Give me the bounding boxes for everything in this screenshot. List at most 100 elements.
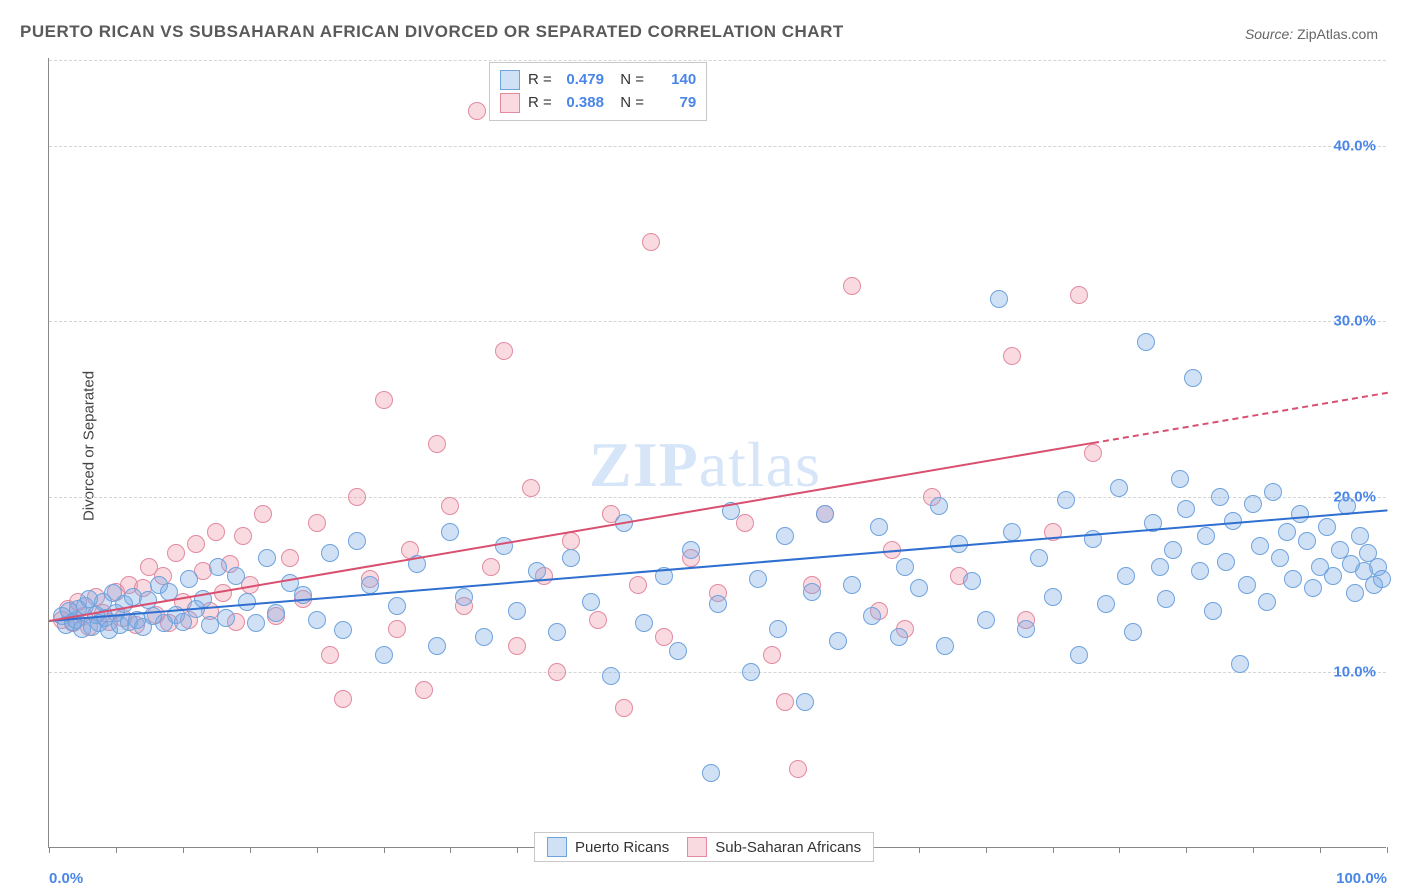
data-point xyxy=(582,593,600,611)
data-point xyxy=(180,570,198,588)
x-tick xyxy=(919,847,920,853)
trend-line xyxy=(49,442,1093,622)
data-point xyxy=(1324,567,1342,585)
data-point xyxy=(1151,558,1169,576)
data-point xyxy=(1017,620,1035,638)
data-point xyxy=(635,614,653,632)
x-tick xyxy=(986,847,987,853)
legend-row: R = 0.388 N = 79 xyxy=(500,92,696,115)
data-point xyxy=(1057,491,1075,509)
data-point xyxy=(1351,527,1369,545)
data-point xyxy=(234,527,252,545)
data-point xyxy=(896,558,914,576)
data-point xyxy=(428,637,446,655)
data-point xyxy=(217,609,235,627)
data-point xyxy=(930,497,948,515)
data-point xyxy=(415,681,433,699)
data-point xyxy=(207,523,225,541)
data-point xyxy=(1030,549,1048,567)
data-point xyxy=(1231,655,1249,673)
data-point xyxy=(789,760,807,778)
data-point xyxy=(455,588,473,606)
x-tick xyxy=(517,847,518,853)
data-point xyxy=(441,497,459,515)
data-point xyxy=(1346,584,1364,602)
data-point xyxy=(682,541,700,559)
data-point xyxy=(495,342,513,360)
data-point xyxy=(589,611,607,629)
data-point xyxy=(769,620,787,638)
data-point xyxy=(1003,523,1021,541)
data-point xyxy=(308,514,326,532)
data-point xyxy=(548,623,566,641)
source-name: ZipAtlas.com xyxy=(1297,26,1378,42)
y-tick-label: 10.0% xyxy=(1333,664,1376,681)
data-point xyxy=(375,391,393,409)
data-point xyxy=(1177,500,1195,518)
data-point xyxy=(709,595,727,613)
data-point xyxy=(1373,570,1391,588)
data-point xyxy=(375,646,393,664)
x-tick xyxy=(1387,847,1388,853)
data-point xyxy=(863,607,881,625)
data-point xyxy=(1171,470,1189,488)
data-point xyxy=(796,693,814,711)
data-point xyxy=(1244,495,1262,513)
data-point xyxy=(615,699,633,717)
data-point xyxy=(776,527,794,545)
data-point xyxy=(963,572,981,590)
data-point xyxy=(1291,505,1309,523)
data-point xyxy=(1211,488,1229,506)
data-point xyxy=(763,646,781,664)
source-label: Source: xyxy=(1245,26,1293,42)
x-tick xyxy=(1186,847,1187,853)
data-point xyxy=(321,646,339,664)
x-tick xyxy=(384,847,385,853)
data-point xyxy=(1070,646,1088,664)
legend-item: Puerto Ricans xyxy=(547,837,669,857)
data-point xyxy=(1238,576,1256,594)
data-point xyxy=(334,621,352,639)
x-tick xyxy=(317,847,318,853)
watermark: ZIPatlas xyxy=(589,428,821,502)
series-legend: Puerto Ricans Sub-Saharan Africans xyxy=(534,832,874,862)
data-point xyxy=(843,277,861,295)
x-tick xyxy=(250,847,251,853)
gridline xyxy=(49,60,1386,61)
data-point xyxy=(642,233,660,251)
data-point xyxy=(749,570,767,588)
data-point xyxy=(1137,333,1155,351)
data-point xyxy=(1124,623,1142,641)
y-tick-label: 30.0% xyxy=(1333,313,1376,330)
gridline xyxy=(49,146,1386,147)
data-point xyxy=(508,602,526,620)
data-point xyxy=(475,628,493,646)
chart-area: 10.0%20.0%30.0%40.0%0.0%100.0%ZIPatlasR … xyxy=(48,58,1386,848)
data-point xyxy=(977,611,995,629)
y-tick-label: 40.0% xyxy=(1333,137,1376,154)
data-point xyxy=(736,514,754,532)
data-point xyxy=(1084,444,1102,462)
plot-region: 10.0%20.0%30.0%40.0%0.0%100.0%ZIPatlasR … xyxy=(48,58,1386,848)
data-point xyxy=(1003,347,1021,365)
data-point xyxy=(1251,537,1269,555)
data-point xyxy=(1304,579,1322,597)
data-point xyxy=(348,488,366,506)
legend-swatch xyxy=(547,837,567,857)
data-point xyxy=(468,102,486,120)
data-point xyxy=(281,549,299,567)
data-point xyxy=(495,537,513,555)
x-tick xyxy=(1053,847,1054,853)
data-point xyxy=(562,532,580,550)
data-point xyxy=(1097,595,1115,613)
x-tick-label: 0.0% xyxy=(49,870,83,887)
data-point xyxy=(548,663,566,681)
data-point xyxy=(1117,567,1135,585)
legend-item: Sub-Saharan Africans xyxy=(687,837,861,857)
data-point xyxy=(1318,518,1336,536)
x-tick xyxy=(1320,847,1321,853)
data-point xyxy=(1271,549,1289,567)
data-point xyxy=(187,535,205,553)
legend-stat: N = 79 xyxy=(612,92,696,115)
data-point xyxy=(388,597,406,615)
